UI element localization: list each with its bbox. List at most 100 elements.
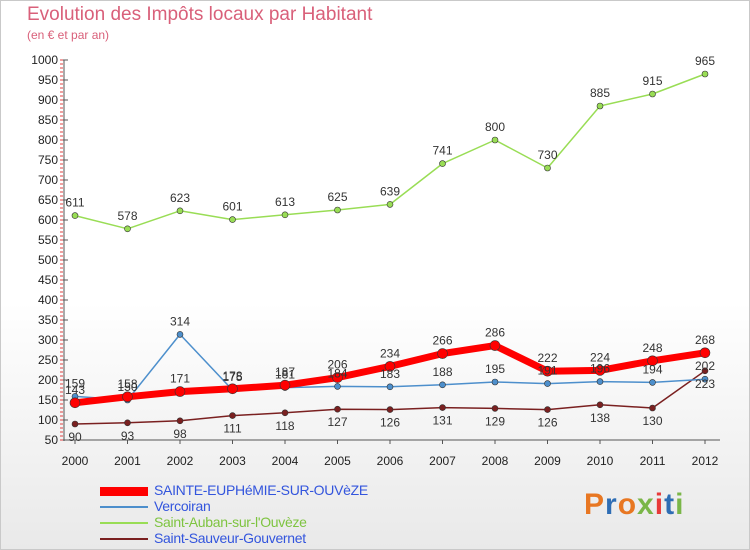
logo-letter: t bbox=[664, 488, 676, 521]
legend-label: Vercoiran bbox=[154, 498, 211, 514]
data-point bbox=[384, 361, 396, 372]
data-label: 187 bbox=[275, 365, 295, 379]
data-label: 129 bbox=[485, 414, 505, 428]
data-label: 741 bbox=[432, 144, 452, 158]
data-point bbox=[124, 419, 131, 427]
data-label: 730 bbox=[537, 148, 557, 162]
y-tick-label: 250 bbox=[38, 353, 58, 367]
data-label: 158 bbox=[117, 377, 137, 391]
data-point bbox=[279, 379, 291, 391]
proxiti-logo: Proxiti bbox=[584, 488, 684, 522]
data-label: 623 bbox=[170, 191, 190, 205]
data-label: 224 bbox=[590, 350, 610, 364]
legend-label: Saint-Sauveur-Gouvernet bbox=[154, 530, 306, 546]
data-point bbox=[649, 90, 656, 98]
logo-letter: x bbox=[637, 488, 655, 521]
data-label: 639 bbox=[380, 184, 400, 198]
data-point bbox=[334, 405, 341, 413]
y-tick-label: 600 bbox=[38, 213, 58, 227]
data-point bbox=[699, 347, 711, 359]
data-label: 171 bbox=[170, 372, 190, 386]
y-tick-label: 50 bbox=[45, 433, 59, 447]
legend-swatch bbox=[100, 522, 148, 524]
y-tick-label: 800 bbox=[38, 133, 58, 147]
data-point bbox=[229, 412, 236, 419]
data-point bbox=[281, 211, 289, 219]
data-label: 98 bbox=[173, 427, 187, 441]
data-label: 191 bbox=[537, 364, 557, 378]
y-tick-label: 950 bbox=[38, 73, 58, 87]
data-label: 175 bbox=[222, 370, 242, 384]
data-label: 159 bbox=[65, 376, 85, 390]
data-point bbox=[176, 417, 184, 425]
data-point bbox=[491, 405, 499, 412]
data-label: 90 bbox=[68, 430, 82, 444]
x-tick-label: 2000 bbox=[62, 454, 89, 468]
data-label: 130 bbox=[642, 414, 662, 428]
data-point bbox=[334, 383, 341, 390]
data-label: 965 bbox=[695, 54, 715, 68]
data-point bbox=[649, 379, 656, 386]
data-label: 268 bbox=[695, 333, 715, 347]
logo-letter: i bbox=[675, 488, 685, 521]
data-label: 194 bbox=[642, 362, 662, 376]
data-point bbox=[227, 383, 238, 395]
data-label: 800 bbox=[485, 120, 505, 134]
data-label: 143 bbox=[65, 383, 85, 397]
y-tick-label: 300 bbox=[38, 333, 58, 347]
data-point bbox=[386, 383, 394, 391]
y-tick-label: 750 bbox=[38, 153, 58, 167]
chart-subtitle: (en € et par an) bbox=[27, 28, 110, 42]
data-point bbox=[122, 391, 133, 403]
data-label: 126 bbox=[537, 416, 557, 430]
data-label: 578 bbox=[117, 209, 137, 223]
x-tick-label: 2004 bbox=[272, 454, 299, 468]
data-label: 206 bbox=[327, 358, 347, 372]
data-point bbox=[439, 404, 446, 411]
data-point bbox=[649, 404, 656, 412]
data-label: 613 bbox=[275, 195, 295, 209]
data-label: 234 bbox=[380, 346, 400, 360]
data-point bbox=[701, 367, 709, 375]
x-tick-label: 2012 bbox=[692, 454, 719, 468]
data-point bbox=[124, 225, 131, 233]
logo-letter: r bbox=[605, 488, 618, 521]
data-label: 181 bbox=[275, 368, 295, 382]
data-label: 183 bbox=[380, 367, 400, 381]
data-label: 118 bbox=[275, 419, 294, 433]
x-tick-label: 2001 bbox=[114, 454, 141, 468]
legend-label: SAINTE-EUPHéMIE-SUR-OUVèZE bbox=[154, 482, 368, 498]
data-label: 223 bbox=[695, 377, 715, 391]
data-point bbox=[71, 420, 79, 428]
x-tick-label: 2011 bbox=[640, 454, 666, 468]
data-label: 126 bbox=[380, 416, 400, 430]
data-point bbox=[489, 340, 501, 351]
legend-swatch bbox=[100, 486, 148, 496]
data-label: 138 bbox=[590, 411, 610, 425]
data-label: 601 bbox=[222, 200, 242, 214]
data-label: 885 bbox=[590, 86, 610, 100]
data-point bbox=[544, 164, 551, 172]
data-point bbox=[176, 331, 184, 338]
y-tick-label: 500 bbox=[38, 253, 58, 267]
data-point bbox=[386, 201, 394, 208]
x-tick-label: 2010 bbox=[587, 454, 614, 468]
data-point bbox=[71, 212, 79, 219]
data-point bbox=[332, 372, 343, 383]
x-tick-label: 2006 bbox=[377, 454, 404, 468]
y-tick-label: 1000 bbox=[31, 53, 58, 67]
legend-label: Saint-Auban-sur-l'Ouvèze bbox=[154, 514, 307, 530]
y-tick-label: 150 bbox=[38, 393, 58, 407]
data-label: 915 bbox=[642, 74, 662, 88]
data-point bbox=[596, 378, 604, 385]
x-tick-label: 2005 bbox=[324, 454, 351, 468]
y-tick-label: 900 bbox=[38, 93, 58, 107]
data-label: 188 bbox=[432, 365, 452, 379]
data-point bbox=[281, 409, 289, 417]
data-label: 266 bbox=[432, 334, 452, 348]
data-point bbox=[647, 355, 658, 367]
data-label: 625 bbox=[327, 190, 347, 204]
logo-letter: o bbox=[617, 488, 638, 521]
data-label: 111 bbox=[223, 422, 242, 436]
